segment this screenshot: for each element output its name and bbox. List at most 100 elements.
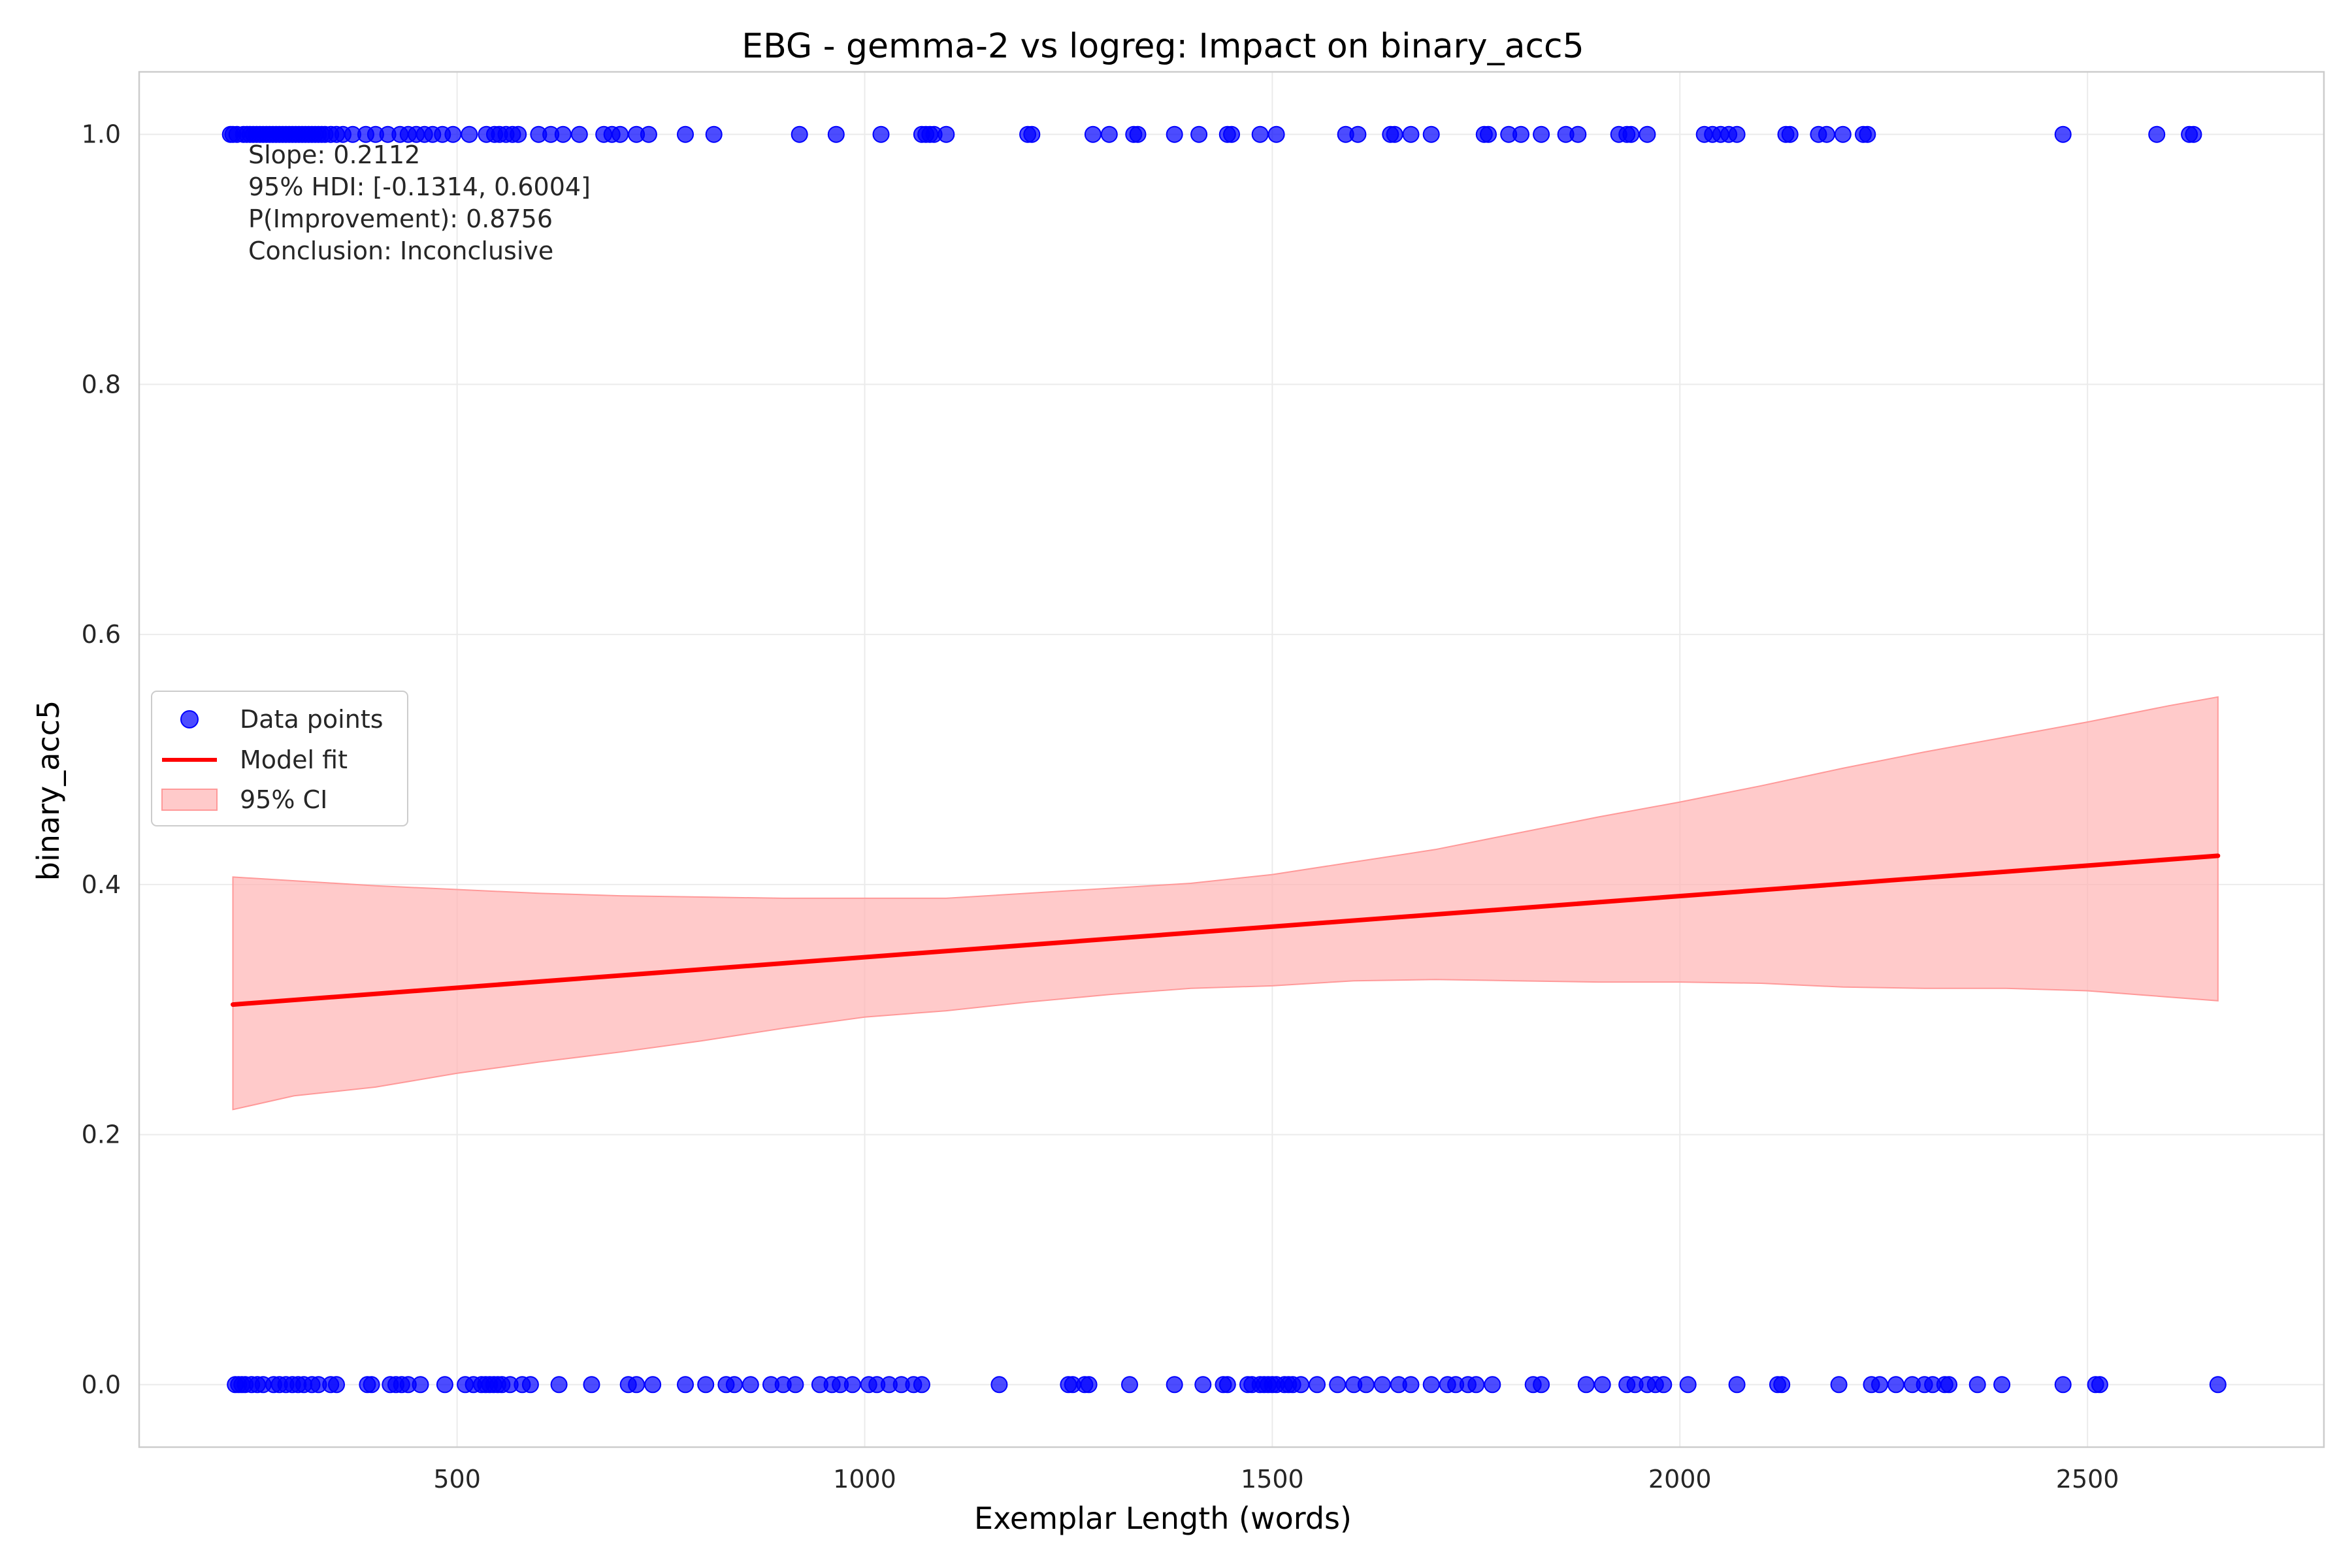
- data-point: [742, 1376, 759, 1394]
- legend-label-model-fit: Model fit: [240, 745, 348, 774]
- data-point: [843, 1376, 861, 1394]
- data-point: [1993, 1376, 2011, 1394]
- data-point: [1968, 1376, 1986, 1394]
- data-point: [328, 1376, 345, 1394]
- data-point: [1349, 125, 1367, 143]
- data-point: [1834, 125, 1852, 143]
- data-point: [827, 125, 845, 143]
- fit-line-layer: [230, 853, 2221, 1007]
- ci-band: [232, 696, 2219, 1111]
- data-point: [1402, 1376, 1420, 1394]
- data-point: [697, 1376, 715, 1394]
- data-point: [521, 1376, 539, 1394]
- legend-marker-data-points: [180, 710, 199, 728]
- data-point: [705, 125, 723, 143]
- data-point: [1593, 1376, 1611, 1394]
- x-tick-label: 2000: [1648, 1465, 1712, 1494]
- data-point: [1129, 125, 1147, 143]
- data-point: [2209, 1376, 2227, 1394]
- x-tick-label: 2500: [2056, 1465, 2119, 1494]
- y-axis-label: binary_acc5: [31, 700, 66, 881]
- data-point: [554, 125, 572, 143]
- data-point: [1166, 125, 1183, 143]
- y-tick-label: 0.4: [82, 870, 121, 899]
- data-point: [1121, 1376, 1138, 1394]
- data-point: [2148, 125, 2166, 143]
- data-point: [1292, 1376, 1310, 1394]
- data-point: [1080, 1376, 1098, 1394]
- chart-title: EBG - gemma-2 vs logreg: Impact on binar…: [742, 27, 1584, 66]
- data-point: [872, 125, 890, 143]
- legend-marker-ci: [161, 789, 218, 811]
- data-point: [1533, 125, 1550, 143]
- data-point: [1329, 1376, 1347, 1394]
- legend-label-data-points: Data points: [240, 705, 384, 734]
- stat-hdi: 95% HDI: [-0.1314, 0.6004]: [248, 172, 591, 201]
- data-point: [1484, 1376, 1501, 1394]
- data-point: [677, 125, 694, 143]
- y-tick-label: 0.0: [82, 1370, 121, 1399]
- data-point: [1639, 125, 1656, 143]
- data-point: [1023, 125, 1041, 143]
- data-point: [1940, 1376, 1957, 1394]
- y-tick-label: 1.0: [82, 120, 121, 149]
- ci-band-layer: [232, 696, 2219, 1111]
- data-point: [510, 125, 527, 143]
- data-point: [677, 1376, 694, 1394]
- data-point: [1422, 125, 1440, 143]
- data-point: [1728, 125, 1746, 143]
- data-point: [1267, 125, 1285, 143]
- data-point: [640, 125, 657, 143]
- y-tick-labels: 0.0 0.2 0.4 0.6 0.8 1.0: [82, 120, 121, 1399]
- y-tick-label: 0.8: [82, 370, 121, 399]
- data-point: [1309, 1376, 1326, 1394]
- data-point: [1622, 125, 1640, 143]
- x-axis-label: Exemplar Length (words): [974, 1501, 1352, 1536]
- data-point: [412, 1376, 429, 1394]
- data-point: [1859, 125, 1876, 143]
- data-point: [550, 1376, 568, 1394]
- data-point: [1679, 1376, 1697, 1394]
- stat-slope: Slope: 0.2112: [248, 140, 420, 169]
- x-tick-label: 1500: [1241, 1465, 1304, 1494]
- data-point: [628, 1376, 645, 1394]
- data-point: [612, 125, 629, 143]
- data-point: [1887, 1376, 1904, 1394]
- data-point: [644, 1376, 662, 1394]
- data-points-layer: [221, 125, 2227, 1394]
- data-point: [2054, 1376, 2072, 1394]
- stats-annotation: Slope: 0.2112 95% HDI: [-0.1314, 0.6004]…: [248, 140, 591, 265]
- data-point: [913, 1376, 930, 1394]
- data-point: [1251, 125, 1269, 143]
- data-point: [1218, 1376, 1236, 1394]
- data-point: [436, 1376, 453, 1394]
- model-fit-line: [230, 853, 2221, 1007]
- data-point: [461, 125, 478, 143]
- plot-frame: [138, 71, 2325, 1448]
- data-point: [990, 1376, 1008, 1394]
- data-point: [1402, 125, 1420, 143]
- data-point: [1084, 125, 1102, 143]
- x-tick-labels: 500 1000 1500 2000 2500: [433, 1465, 2119, 1494]
- y-tick-label: 0.2: [82, 1120, 121, 1149]
- data-point: [1386, 125, 1403, 143]
- legend-label-ci: 95% CI: [240, 785, 327, 814]
- stat-conclusion: Conclusion: Inconclusive: [248, 237, 553, 265]
- data-point: [1194, 1376, 1212, 1394]
- data-point: [787, 1376, 804, 1394]
- data-point: [1577, 1376, 1595, 1394]
- data-point: [1480, 125, 1497, 143]
- x-tick-label: 1000: [833, 1465, 896, 1494]
- x-tick-label: 500: [433, 1465, 481, 1494]
- data-point: [1728, 1376, 1746, 1394]
- data-point: [363, 1376, 380, 1394]
- data-point: [1512, 125, 1529, 143]
- data-point: [1781, 125, 1799, 143]
- y-tick-label: 0.6: [82, 620, 121, 649]
- legend: Data points Model fit 95% CI: [151, 691, 408, 826]
- stat-p-improvement: P(Improvement): 0.8756: [248, 204, 553, 233]
- data-point: [583, 1376, 600, 1394]
- data-point: [570, 125, 588, 143]
- data-point: [1373, 1376, 1391, 1394]
